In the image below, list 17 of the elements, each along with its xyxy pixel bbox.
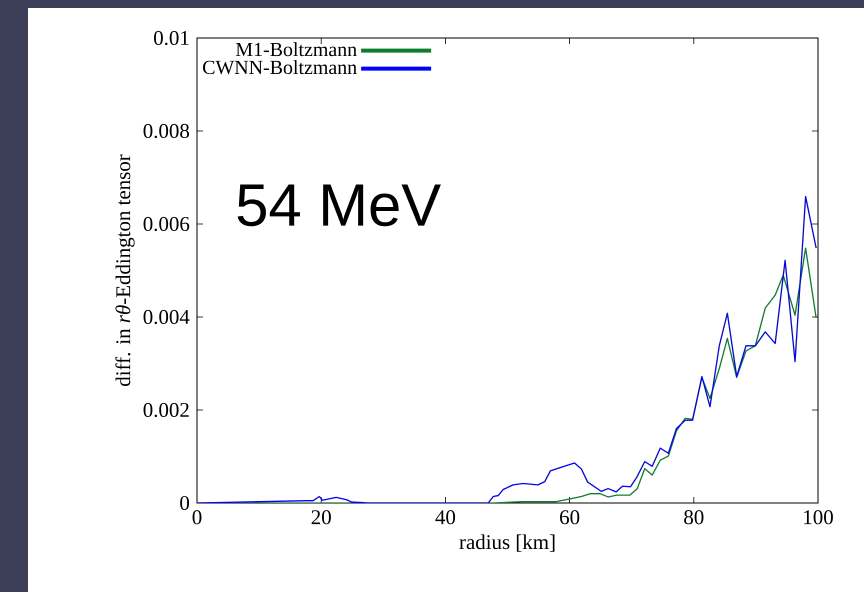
y-tick-label: 0.01 [154,30,189,46]
x-axis-title: radius [km] [459,534,554,552]
y-tick-label: 0.004 [144,310,190,324]
x-tick-label: 0 [192,510,202,524]
y-tick-label: 0.006 [144,216,190,232]
x-tick-label: 40 [435,510,456,524]
x-tick-label: 100 [804,510,833,524]
legend-label: CWNN-Boltzmann [202,60,357,74]
y-tick-label: 0.002 [144,402,189,418]
legend-label: M1-Boltzmann [236,42,357,56]
x-tick-label: 60 [560,510,580,524]
annotation: 54 MeV [238,184,441,226]
y-tick-label: 0.008 [144,124,190,138]
y-tick-label: 0 [180,496,190,510]
x-tick-label: 80 [684,510,704,524]
y-axis-title: diff. in rθ-Eddington tensor [115,154,135,386]
x-tick-label: 20 [312,510,331,524]
